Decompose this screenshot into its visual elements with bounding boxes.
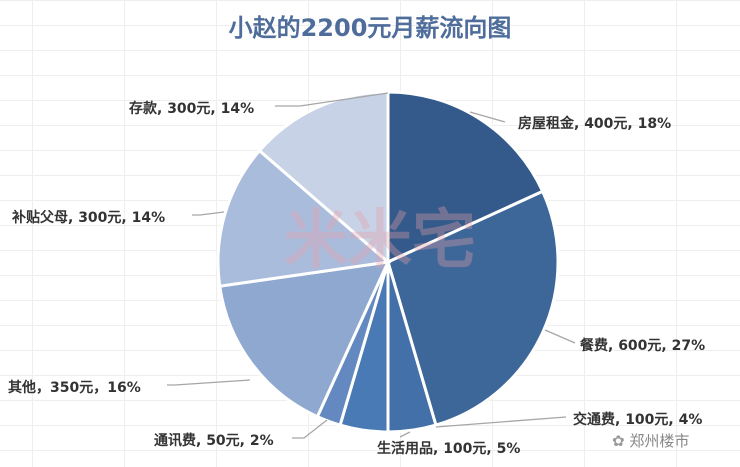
label-meals: 餐费, 600元, 27% (580, 338, 706, 354)
label-telecom: 通讯费, 50元, 2% (154, 433, 274, 449)
pie-slice-5 (218, 260, 391, 419)
label-daily-goods: 生活用品, 100元, 5% (377, 441, 521, 457)
label-rent: 房屋租金, 400元, 18% (518, 116, 672, 132)
leader-line-0 (469, 111, 506, 123)
watermark-source: ✿ 郑州楼市 (612, 432, 690, 450)
leader-line-2 (435, 416, 567, 428)
label-other: 其他，350元，16% (8, 380, 141, 396)
label-savings: 存款, 300元, 14% (129, 101, 255, 117)
label-transport: 交通费, 100元, 4% (573, 412, 703, 428)
leader-line-3 (399, 431, 411, 438)
label-parents: 补贴父母, 300元, 14% (12, 210, 166, 226)
chart-title: 小赵的2200元月薪流向图 (228, 14, 512, 42)
leader-line-7 (275, 92, 389, 107)
leader-line-4 (292, 419, 328, 439)
wechat-icon: ✿ (612, 432, 630, 450)
pie-slice-7 (257, 90, 390, 266)
leader-line-6 (192, 211, 225, 216)
center-watermark: 米米宅 (284, 204, 476, 278)
pie-slice-6 (216, 148, 392, 288)
leader-line-5 (167, 379, 251, 386)
pie-slice-0 (386, 90, 545, 265)
leader-line-1 (544, 329, 576, 344)
pie-slice-1 (386, 189, 560, 427)
